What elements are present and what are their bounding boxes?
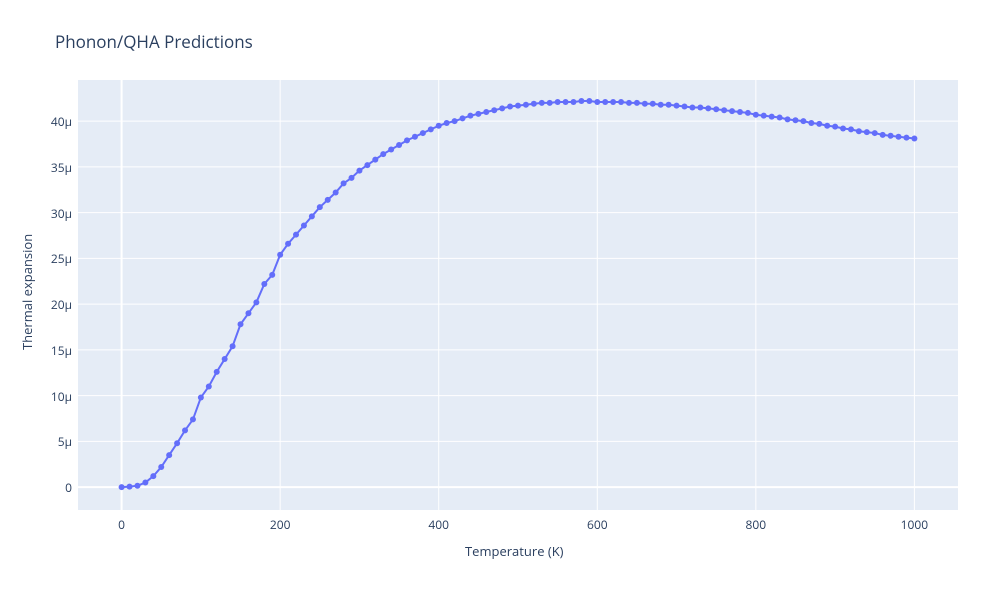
y-tick-label: 5μ: [58, 433, 72, 450]
y-tick-label: 10μ: [51, 388, 72, 405]
x-tick-label: 200: [265, 516, 295, 533]
y-tick-label: 30μ: [51, 205, 72, 222]
y-tick-label: 15μ: [51, 342, 72, 359]
y-tick-label: 25μ: [51, 250, 72, 267]
y-tick-label: 20μ: [51, 296, 72, 313]
x-tick-label: 400: [424, 516, 454, 533]
x-tick-label: 1000: [899, 516, 929, 533]
x-tick-label: 600: [582, 516, 612, 533]
y-tick-label: 35μ: [51, 159, 72, 176]
chart-title: Phonon/QHA Predictions: [55, 30, 253, 53]
y-tick-label: 40μ: [51, 113, 72, 130]
x-axis-label: Temperature (K): [465, 542, 564, 560]
plot-area: [78, 80, 958, 510]
y-axis-label: Thermal expansion: [18, 234, 36, 350]
x-tick-label: 800: [741, 516, 771, 533]
y-tick-label: 0: [65, 479, 72, 496]
x-tick-label: 0: [107, 516, 137, 533]
